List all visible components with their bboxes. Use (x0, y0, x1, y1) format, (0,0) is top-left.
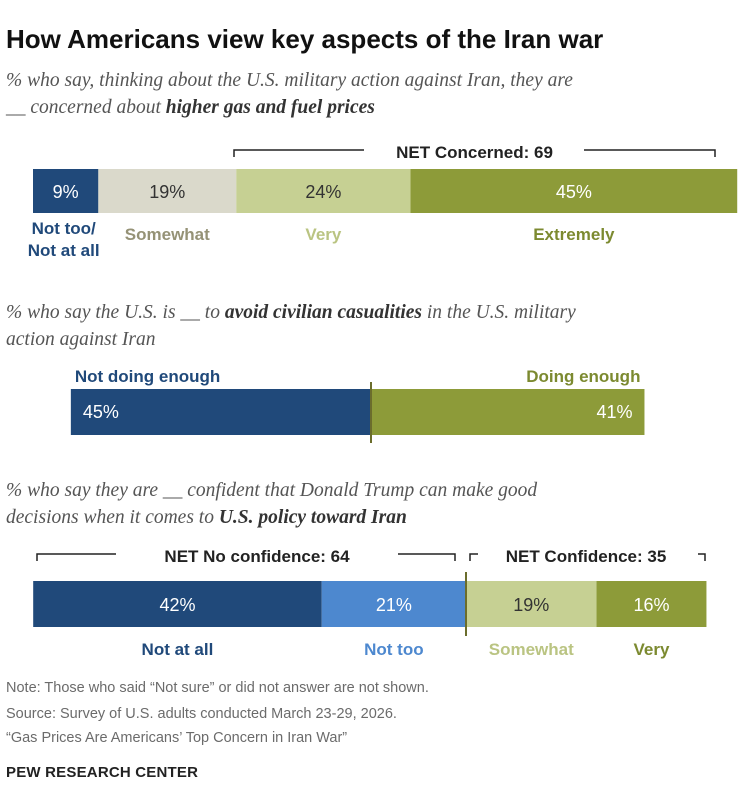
category-label: Very (305, 225, 341, 244)
net-bracket (584, 149, 716, 157)
bar-segment (70, 389, 371, 435)
bar-segment (98, 169, 237, 213)
source-text: Source: Survey of U.S. adults conducted … (6, 706, 397, 722)
bar-value-label: 19% (513, 595, 549, 615)
chart: How Americans view key aspects of the Ir… (5, 24, 738, 659)
chart1-subtitle-line2: __ concerned about higher gas and fuel p… (5, 97, 375, 118)
bar-segment (321, 581, 466, 627)
bar-value-label: 45% (83, 402, 119, 422)
chart2-subtitle-line2: action against Iran (6, 329, 156, 350)
note-text: Note: Those who said “Not sure” or did n… (6, 680, 429, 696)
net-bracket (398, 553, 456, 561)
net-bracket (469, 553, 478, 561)
bar-value-label: 45% (556, 182, 592, 202)
category-label: Somewhat (125, 225, 210, 244)
net-bracket (233, 149, 364, 157)
category-label: Not too/ (32, 219, 96, 238)
bar-value-label: 19% (149, 182, 185, 202)
bar-segment (596, 581, 707, 627)
pew-logo-text: PEW RESEARCH CENTER (6, 764, 199, 781)
bar-segment (33, 581, 322, 627)
net-label: NET Confidence: 35 (506, 547, 667, 566)
net-label: NET No confidence: 64 (164, 547, 350, 566)
chart3-subtitle-line1: % who say they are __ confident that Don… (6, 480, 537, 501)
bar-value-label: 21% (376, 595, 412, 615)
chart1-subtitle-line1: % who say, thinking about the U.S. milit… (6, 70, 573, 91)
category-label: Doing enough (526, 367, 640, 386)
bar-value-label: 9% (53, 182, 79, 202)
category-label: Not at all (142, 640, 214, 659)
bar-segment (33, 169, 99, 213)
bar-value-label: 16% (633, 595, 669, 615)
category-label: Not too (364, 640, 423, 659)
category-label: Not at all (28, 241, 100, 260)
bar-segment (371, 389, 645, 435)
category-label: Somewhat (489, 640, 574, 659)
net-bracket (36, 553, 116, 561)
net-label: NET Concerned: 69 (396, 143, 553, 162)
bar-value-label: 42% (159, 595, 195, 615)
bar-segment (410, 169, 738, 213)
bar-value-label: 41% (596, 402, 632, 422)
category-label: Not doing enough (75, 367, 220, 386)
bar-segment (236, 169, 411, 213)
chart2-subtitle-line1: % who say the U.S. is __ to avoid civili… (6, 302, 576, 323)
bar-segment (466, 581, 597, 627)
report-title-text: “Gas Prices Are Americans’ Top Concern i… (6, 730, 348, 746)
chart3-subtitle-line2: decisions when it comes to U.S. policy t… (6, 507, 407, 528)
chart-title: How Americans view key aspects of the Ir… (6, 24, 603, 54)
net-bracket (698, 553, 706, 561)
category-label: Extremely (533, 225, 615, 244)
category-label: Very (634, 640, 670, 659)
bar-value-label: 24% (305, 182, 341, 202)
